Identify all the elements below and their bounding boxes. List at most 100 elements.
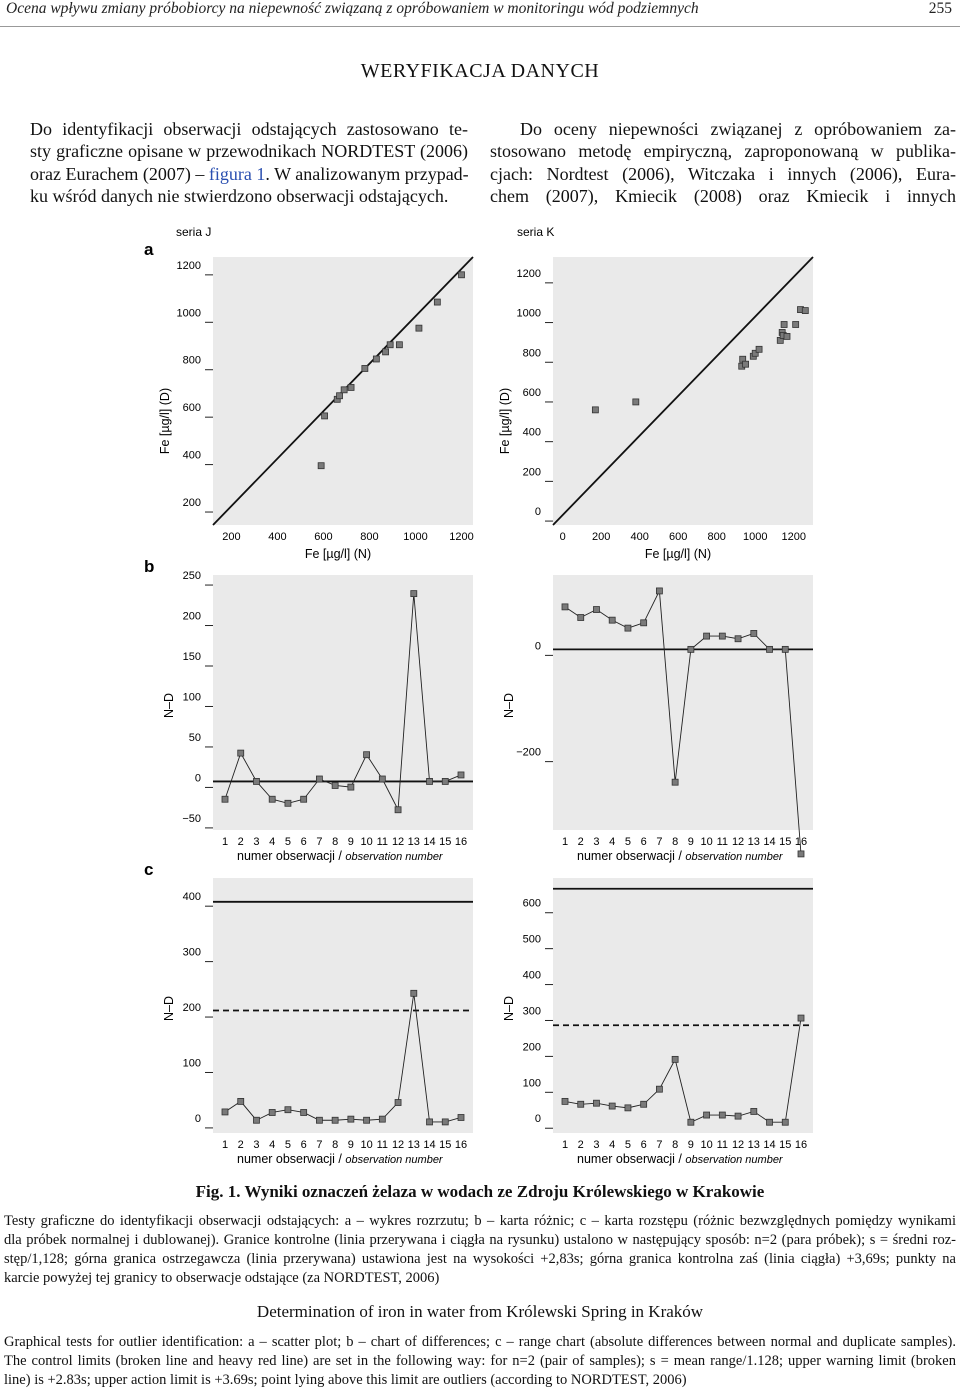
y-tick-label: 0 <box>195 772 201 784</box>
x-tick-label: 10 <box>360 836 372 848</box>
x-tick-label: 14 <box>423 836 435 848</box>
data-point <box>347 384 355 391</box>
x-tick-label: 11 <box>377 1139 388 1151</box>
data-point <box>415 324 423 332</box>
data-point <box>640 619 648 627</box>
data-point <box>331 1116 339 1124</box>
figure-caption-pl: Fig. 1. Wyniki oznaczeń żelaza w wodach … <box>195 1182 765 1201</box>
x-tick-label: 10 <box>360 1139 372 1151</box>
data-point <box>561 1097 569 1105</box>
x-tick-label: 14 <box>763 1139 775 1151</box>
data-point <box>577 614 585 621</box>
x-tick-label: 4 <box>609 836 615 848</box>
data-point <box>410 989 418 997</box>
desc-en-line-1: Graphical tests for outlier identificati… <box>4 1334 956 1350</box>
y-axis-label: N–D <box>502 693 516 718</box>
x-tick-label: 5 <box>625 1139 631 1151</box>
data-point <box>268 795 276 803</box>
y-tick-label: 600 <box>523 387 541 399</box>
x-tick-label: 10 <box>700 1139 712 1151</box>
y-tick-label: −200 <box>516 747 541 759</box>
figure-description-pl: Testy graficzne do identyfikacji obserwa… <box>4 1212 956 1288</box>
desc-en-line-3: line) is +2.83s; upper action limit is +… <box>4 1372 687 1388</box>
x-tick-label: 1 <box>222 836 228 848</box>
x-tick-label: 8 <box>332 1139 338 1151</box>
data-point <box>591 406 599 414</box>
x-tick-label: 16 <box>455 1139 467 1151</box>
data-point <box>340 386 348 394</box>
x-tick-label: 800 <box>360 531 378 543</box>
data-point <box>361 365 369 372</box>
data-point <box>300 1109 308 1116</box>
desc-pl-line-4: karcie powyżej tej granicy to obserwacje… <box>4 1270 440 1286</box>
x-tick-label: 9 <box>688 836 694 848</box>
x-tick-label: 13 <box>748 836 760 848</box>
y-tick-label: 100 <box>523 1077 541 1089</box>
x-tick-label: 6 <box>641 1139 647 1151</box>
y-tick-label: 1200 <box>177 260 201 272</box>
y-tick-label: 500 <box>523 934 541 946</box>
data-point <box>315 775 323 783</box>
y-tick-label: 0 <box>535 506 541 518</box>
y-tick-label: 100 <box>183 1057 201 1069</box>
data-point <box>284 1106 292 1114</box>
x-tick-label: 2 <box>238 1139 244 1151</box>
x-tick-label: 400 <box>268 531 286 543</box>
data-point <box>336 392 343 400</box>
x-tick-label: 10 <box>700 836 712 848</box>
x-tick-label: 4 <box>609 1139 615 1151</box>
data-point <box>640 1100 648 1108</box>
data-point <box>441 1118 449 1126</box>
x-tick-label: 9 <box>348 1139 354 1151</box>
y-tick-label: 1000 <box>517 308 541 320</box>
x-axis-label-pl: numer obserwacji / <box>577 1152 685 1166</box>
y-tick-label: 100 <box>183 691 201 703</box>
data-point <box>317 462 325 470</box>
x-tick-label: 16 <box>795 836 807 848</box>
y-tick-label: 50 <box>189 732 201 744</box>
data-point <box>750 630 758 637</box>
x-tick-label: 8 <box>672 1139 678 1151</box>
y-tick-label: 600 <box>183 402 201 414</box>
x-axis-label-en: observation number <box>685 1154 784 1166</box>
data-point <box>382 348 389 356</box>
data-point <box>410 590 418 598</box>
data-point <box>363 751 371 759</box>
x-tick-label: 16 <box>455 836 467 848</box>
series-line <box>224 993 462 1123</box>
plot-area <box>553 575 813 830</box>
y-tick-label: 200 <box>183 497 201 509</box>
data-point <box>593 606 600 613</box>
x-axis-label: numer obserwacji / observation number <box>237 1152 444 1166</box>
data-point <box>632 398 640 406</box>
data-point <box>703 632 710 640</box>
data-point <box>315 1116 323 1124</box>
x-tick-label: 14 <box>423 1139 435 1151</box>
series-title-K: seria K <box>517 225 554 239</box>
running-title: Ocena wpływu zmiany próbobiorcy na niepe… <box>6 0 699 17</box>
x-tick-label: 6 <box>301 836 307 848</box>
right-line-1: Do oceny niepewności związanej z opróbow… <box>520 119 956 139</box>
x-tick-label: 9 <box>348 836 354 848</box>
data-point <box>687 1118 695 1126</box>
data-point <box>687 645 695 653</box>
x-tick-label: 15 <box>779 1139 791 1151</box>
x-tick-label: 1 <box>222 1139 228 1151</box>
data-point <box>577 1100 585 1108</box>
x-tick-label: 15 <box>779 836 791 848</box>
x-tick-label: 200 <box>222 531 240 543</box>
data-point <box>347 783 355 791</box>
data-point <box>253 778 260 785</box>
data-point <box>766 1118 773 1126</box>
data-point <box>394 1099 402 1106</box>
x-axis-label: numer obserwacji / observation number <box>577 1152 784 1166</box>
x-axis-label-pl: numer obserwacji / <box>577 849 685 863</box>
series-line <box>564 1018 802 1123</box>
x-tick-label: 11 <box>377 836 388 848</box>
figure-link[interactable]: figura 1 <box>208 163 266 184</box>
x-tick-label: 5 <box>625 836 631 848</box>
data-point <box>750 1108 758 1115</box>
data-point <box>221 1108 229 1116</box>
